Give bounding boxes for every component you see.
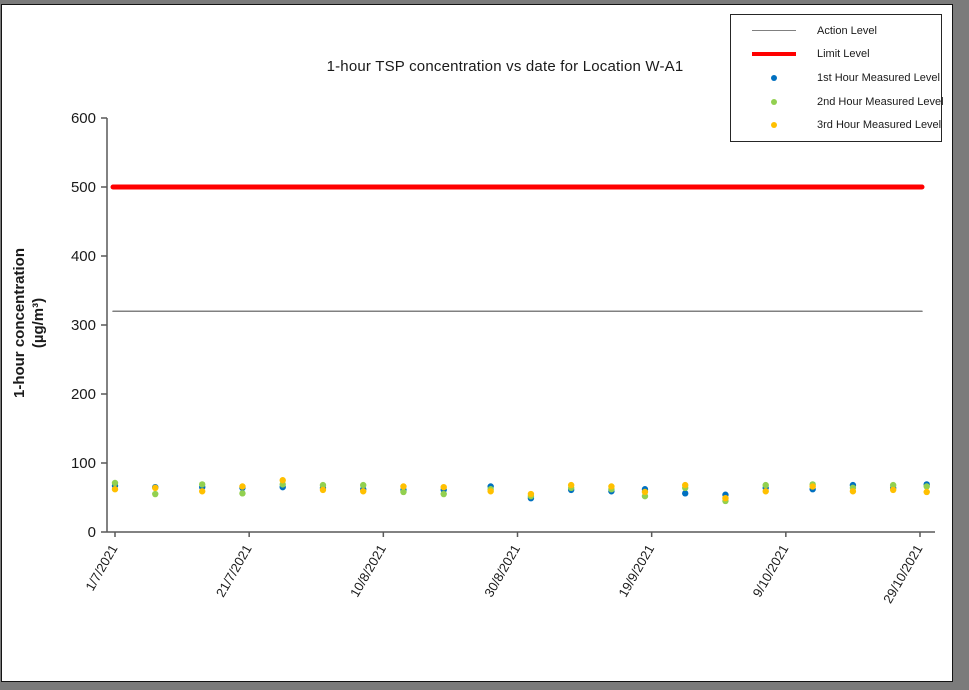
data-point-series-3: [567, 481, 575, 489]
data-point-series-3: [889, 486, 897, 494]
data-point-series-2: [239, 490, 246, 497]
data-point-series-2: [762, 481, 769, 489]
x-tick-label: 1/7/2021: [82, 542, 120, 593]
action-level-line-swatch: [731, 30, 817, 32]
data-point-series-2: [152, 490, 159, 498]
data-point-series-2: [111, 479, 119, 487]
legend-item-limit-level: Limit Level: [731, 48, 941, 60]
data-point-series-3: [440, 483, 447, 491]
x-tick-label: 9/10/2021: [750, 542, 792, 600]
y-axis-title-line2: (µg/m³): [30, 297, 47, 349]
data-point-series-3: [682, 481, 689, 489]
data-point-series-2: [199, 481, 206, 488]
data-point-series-3: [641, 488, 649, 496]
data-point-series-3: [239, 483, 246, 490]
data-point-series-3: [152, 484, 159, 492]
2nd-hour-dot-swatch: [731, 98, 817, 105]
data-point-series-3: [849, 488, 857, 495]
y-tick-label: 100: [71, 455, 96, 472]
data-point-series-3: [279, 477, 286, 484]
x-tick-label: 29/10/2021: [880, 542, 926, 606]
data-point-series-2: [400, 488, 407, 496]
x-tick-label: 21/7/2021: [213, 542, 255, 600]
legend-label: Limit Level: [817, 48, 870, 61]
y-tick-label: 500: [71, 179, 96, 196]
data-point-series-3: [809, 483, 816, 490]
data-point-series-3: [199, 488, 206, 495]
legend-item-2nd-hour: 2nd Hour Measured Level: [731, 95, 944, 108]
data-point-series-3: [762, 488, 769, 495]
y-tick-label: 600: [71, 110, 96, 127]
legend-label: Action Level: [817, 24, 877, 37]
legend-label: 3rd Hour Measured Level: [817, 119, 942, 132]
x-tick-label: 19/9/2021: [615, 542, 657, 600]
data-point-series-3: [319, 486, 327, 494]
data-point-series-3: [400, 483, 407, 490]
y-axis-title: 1-hour concentration (µg/m³): [10, 203, 54, 443]
limit-level-line-swatch: [731, 52, 817, 57]
x-tick-label: 30/8/2021: [481, 542, 523, 600]
data-point-series-3: [487, 488, 494, 495]
data-point-series-3: [527, 490, 535, 498]
y-tick-label: 200: [71, 386, 96, 403]
1st-hour-dot-swatch: [731, 74, 817, 81]
y-axis-title-line1: 1-hour concentration: [11, 248, 28, 399]
legend-item-3rd-hour: 3rd Hour Measured Level: [731, 119, 941, 131]
data-point-series-2: [923, 483, 930, 490]
data-point-series-2: [360, 481, 367, 489]
legend-item-1st-hour: 1st Hour Measured Level: [731, 72, 941, 84]
legend-item-action-level: Action Level: [731, 25, 941, 37]
legend-label: 2nd Hour Measured Level: [817, 95, 944, 108]
data-point-series-3: [722, 494, 729, 502]
chart-title: 1-hour TSP concentration vs date for Loc…: [326, 58, 684, 75]
data-point-series-2: [889, 481, 897, 489]
y-tick-label: 0: [88, 524, 96, 541]
data-point-series-2: [319, 481, 327, 489]
3rd-hour-dot-swatch: [731, 122, 817, 129]
y-tick-label: 400: [71, 248, 96, 265]
legend-label: 1st Hour Measured Level: [817, 71, 940, 84]
data-point-series-1: [682, 490, 689, 497]
data-point-series-3: [923, 488, 930, 496]
data-point-series-3: [111, 486, 119, 493]
data-point-series-3: [360, 488, 367, 495]
x-tick-label: 10/8/2021: [347, 542, 389, 600]
data-point-series-3: [608, 483, 615, 490]
chart-legend: Action Level Limit Level 1st Hour Measur…: [730, 14, 944, 142]
data-point-series-2: [440, 490, 447, 498]
y-tick-label: 300: [71, 317, 96, 334]
